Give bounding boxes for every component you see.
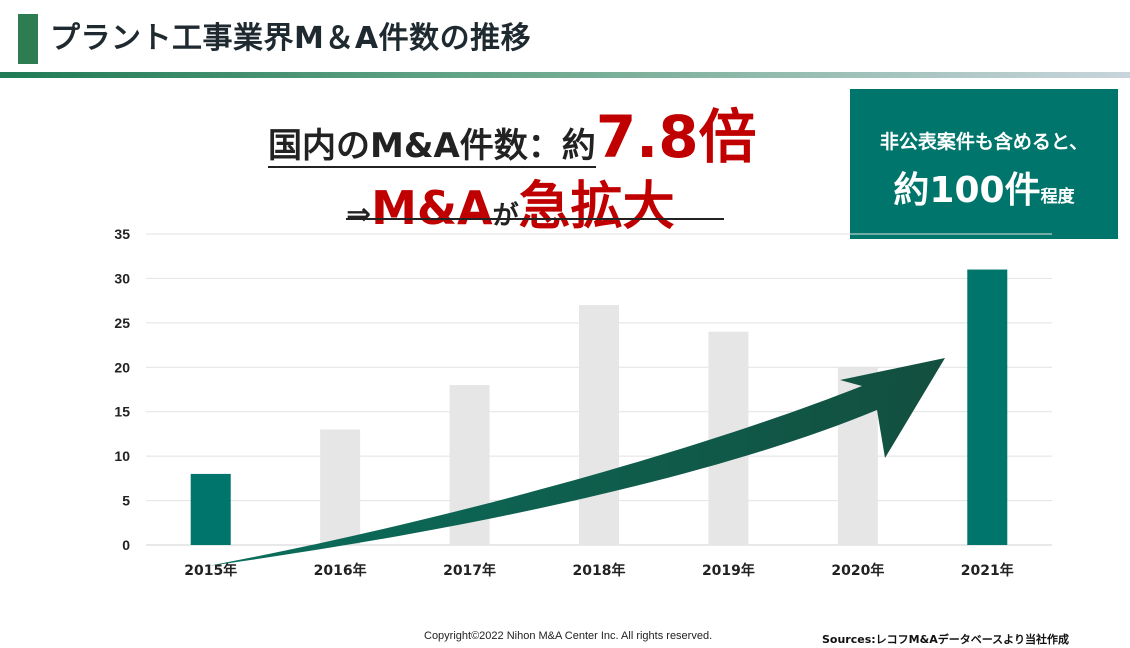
x-tick-label: 2016年: [314, 562, 367, 579]
callout-count: 約100件: [893, 170, 1041, 211]
y-tick-label: 25: [114, 315, 130, 331]
bar: [320, 429, 361, 545]
headline-prefix: 国内のM&A件数：約: [268, 126, 596, 168]
copyright-text: Copyright©2022 Nihon M&A Center Inc. All…: [424, 630, 713, 642]
page-title: プラント工事業界M＆A件数の推移: [50, 21, 532, 56]
headline-arrow: ⇒: [346, 197, 372, 232]
bar: [967, 269, 1008, 545]
bar-chart: 0 5 10 15 20 25 30 35 2015年 2016年 2017年 2018年 2019年 2…: [114, 226, 1052, 579]
title-underline: [0, 72, 1130, 78]
x-tick-label: 2018年: [573, 562, 626, 579]
source-text: Sources:レコフM&Aデータベースより当社作成: [822, 633, 1069, 646]
trend-arrow: [208, 358, 945, 566]
bar: [190, 473, 231, 545]
y-tick-label: 5: [122, 493, 130, 509]
headline-underline: [346, 218, 724, 220]
callout-line1: 非公表案件も含めると、: [879, 131, 1089, 153]
title-accent-bar: [18, 14, 38, 64]
x-tick-label: 2019年: [702, 562, 755, 579]
headline-line2: ⇒M&Aが急拡大: [346, 164, 675, 239]
headline-value: 7.8倍: [595, 103, 757, 171]
y-tick-label: 15: [114, 404, 130, 420]
y-tick-label: 35: [114, 226, 130, 242]
y-tick-label: 20: [114, 359, 130, 375]
headline-particle: が: [492, 201, 519, 231]
x-tick-label: 2020年: [831, 562, 884, 579]
bar: [579, 305, 619, 545]
callout-suffix: 程度: [1040, 187, 1075, 207]
headline-expand: 急拡大: [518, 177, 675, 237]
callout-line2: 約100件程度: [850, 161, 1118, 213]
headline-ma: M&A: [371, 181, 493, 235]
y-tick-label: 10: [114, 448, 130, 464]
x-tick-label: 2015年: [184, 562, 237, 579]
callout-box: 非公表案件も含めると、 約100件程度: [850, 89, 1118, 239]
headline-line1: 国内のM&A件数：約7.8倍: [268, 90, 757, 174]
x-tick-label: 2021年: [961, 562, 1014, 579]
x-tick-label: 2017年: [443, 562, 496, 579]
y-tick-label: 0: [122, 537, 130, 553]
y-tick-label: 30: [114, 270, 130, 286]
